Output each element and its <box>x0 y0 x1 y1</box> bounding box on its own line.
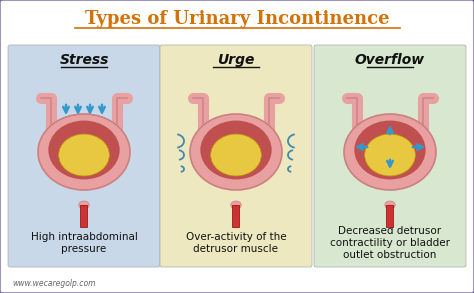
Text: Types of Urinary Incontinence: Types of Urinary Incontinence <box>85 10 389 28</box>
Ellipse shape <box>59 134 109 176</box>
Ellipse shape <box>231 201 241 209</box>
Bar <box>233 205 239 227</box>
Ellipse shape <box>201 120 272 179</box>
Ellipse shape <box>365 134 415 176</box>
Text: Decreased detrusor
contractility or bladder
outlet obstruction: Decreased detrusor contractility or blad… <box>330 226 450 260</box>
FancyBboxPatch shape <box>8 45 160 267</box>
Text: Over-activity of the
detrusor muscle: Over-activity of the detrusor muscle <box>186 232 286 254</box>
FancyBboxPatch shape <box>160 45 312 267</box>
Bar <box>81 205 88 227</box>
Text: Stress: Stress <box>59 53 109 67</box>
Ellipse shape <box>190 114 282 190</box>
Text: www.wecaregolp.com: www.wecaregolp.com <box>12 279 95 288</box>
Ellipse shape <box>79 201 89 209</box>
FancyBboxPatch shape <box>314 45 466 267</box>
Ellipse shape <box>344 114 436 190</box>
Text: High intraabdominal
pressure: High intraabdominal pressure <box>30 232 137 254</box>
Ellipse shape <box>211 134 261 176</box>
Ellipse shape <box>355 120 426 179</box>
Ellipse shape <box>38 114 130 190</box>
Ellipse shape <box>385 201 395 209</box>
Ellipse shape <box>48 120 119 179</box>
Text: Overflow: Overflow <box>355 53 425 67</box>
Bar <box>386 205 393 227</box>
Text: Urge: Urge <box>217 53 255 67</box>
